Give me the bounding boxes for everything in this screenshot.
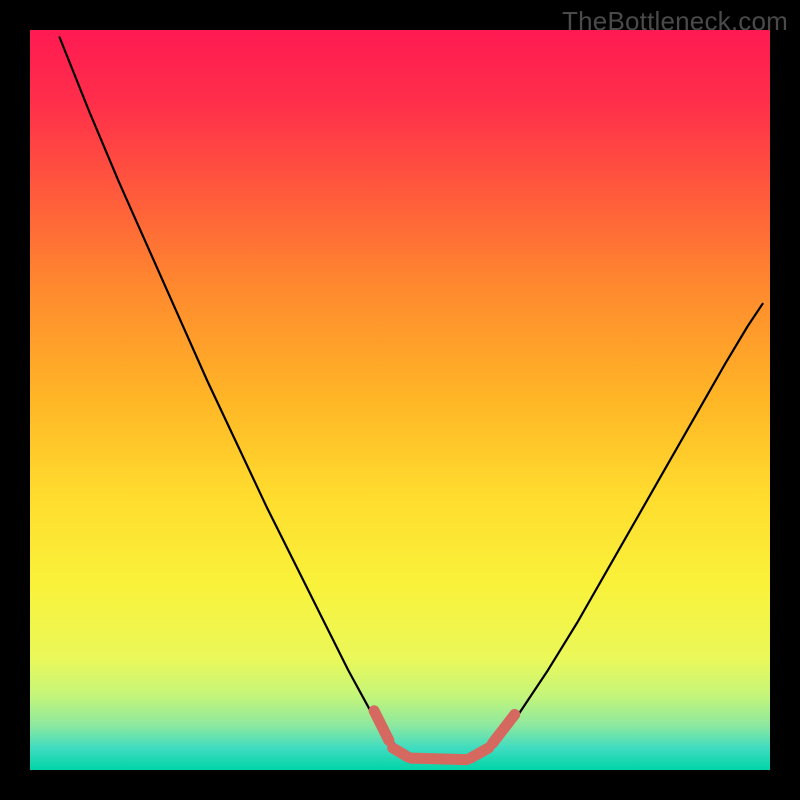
optimal-range-marker [393, 748, 408, 757]
plot-area [30, 30, 770, 770]
watermark-text: TheBottleneck.com [562, 6, 788, 37]
chart-container: TheBottleneck.com [0, 0, 800, 800]
gradient-background [30, 30, 770, 770]
optimal-range-marker [411, 758, 467, 759]
chart-svg [30, 30, 770, 770]
